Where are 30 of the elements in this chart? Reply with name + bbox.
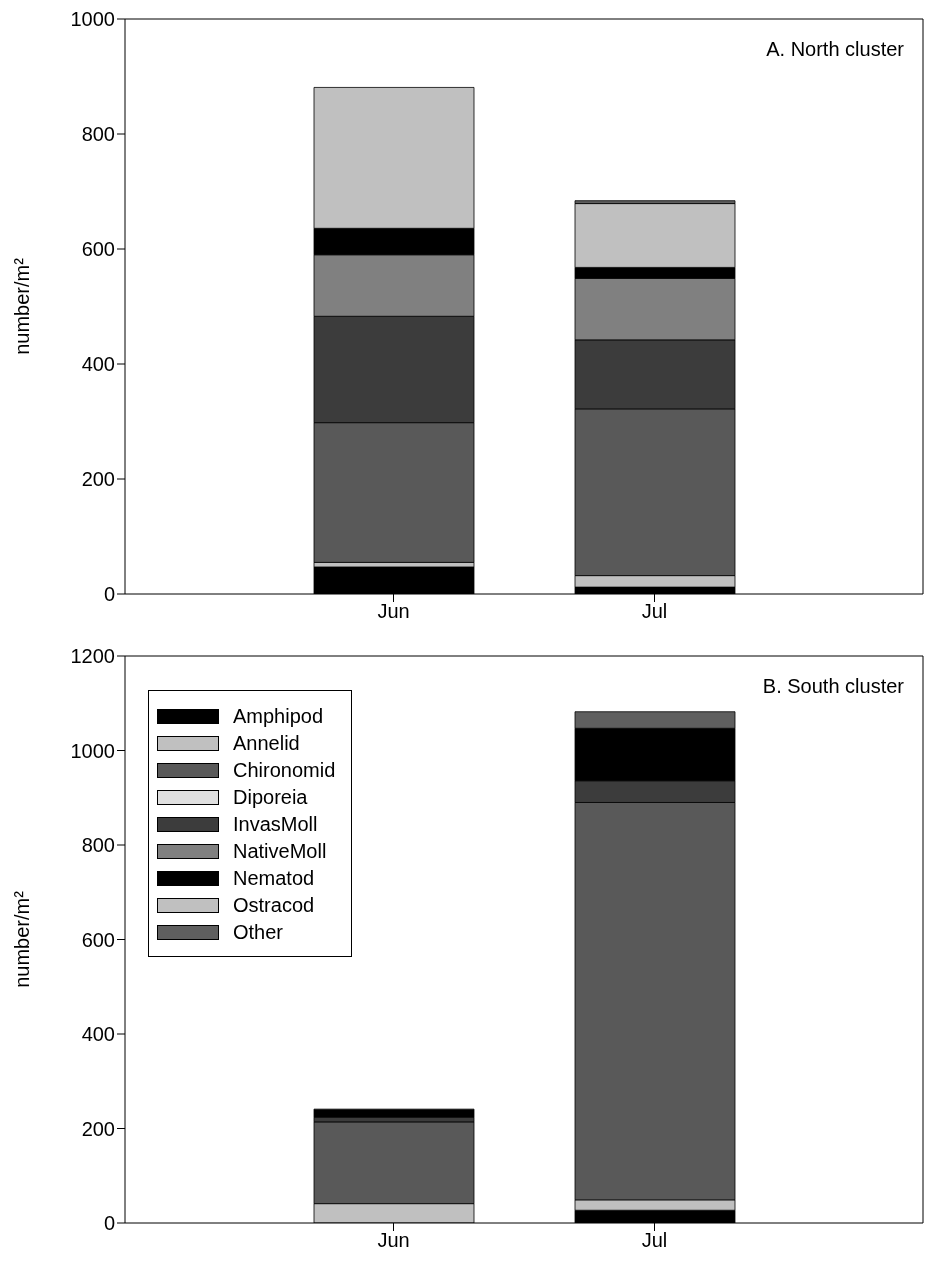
x-tick-label: Jul [641, 1229, 668, 1252]
y-tick-label: 1200 [70, 645, 115, 668]
y-tick-label: 400 [81, 1023, 115, 1046]
legend-label: InvasMoll [233, 813, 318, 836]
text: A. North cluster [766, 38, 904, 61]
y-tick-label: 1000 [70, 8, 115, 31]
x-tick-label: Jun [377, 600, 410, 623]
y-tick-label: 800 [81, 123, 115, 146]
legend-label: Diporeia [233, 786, 308, 809]
y-tick-label: 200 [81, 1117, 115, 1140]
y-tick-label: 800 [81, 834, 115, 857]
y-tick-label: 600 [81, 238, 115, 261]
legend-label: Ostracod [233, 894, 315, 917]
y-tick-label: 400 [81, 353, 115, 376]
y-tick-label: 0 [103, 1212, 115, 1235]
text: B. South cluster [762, 675, 904, 698]
legend-label: Chironomid [233, 759, 336, 782]
legend-label: NativeMoll [233, 840, 327, 863]
legend-label: Other [233, 921, 284, 944]
x-tick-label: Jul [641, 600, 668, 623]
legend-label: Nematod [233, 867, 315, 890]
y-tick-label: 0 [103, 583, 115, 606]
legend-label: Annelid [233, 732, 300, 755]
x-tick-label: Jun [377, 1229, 410, 1252]
y-axis-title: number/m² [11, 890, 34, 988]
y-tick-label: 1000 [70, 739, 115, 762]
y-axis-title: number/m² [11, 257, 34, 355]
y-tick-label: 200 [81, 468, 115, 491]
legend-label: Amphipod [233, 705, 324, 728]
y-tick-label: 600 [81, 928, 115, 951]
